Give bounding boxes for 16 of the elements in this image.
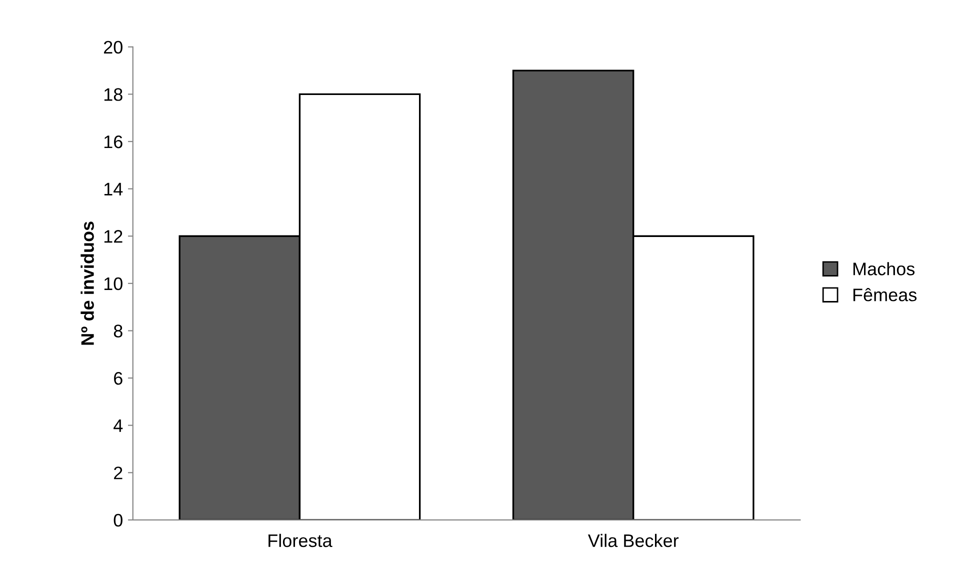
y-tick-label: 20	[104, 40, 122, 54]
y-tick-label: 6	[114, 372, 122, 385]
x-tick-label: Floresta	[268, 534, 332, 548]
x-tick-label: Vila Becker	[588, 534, 679, 548]
y-tick-label: 8	[114, 324, 122, 338]
y-tick-label: 12	[104, 230, 122, 243]
legend-label: Fêmeas	[853, 288, 917, 302]
y-tick-label: 2	[114, 466, 122, 480]
y-tick-label: 16	[104, 135, 122, 148]
legend-label: Machos	[853, 262, 915, 276]
y-tick-label: 4	[114, 419, 123, 432]
y-tick-label: 18	[104, 88, 122, 101]
y-tick-label: 14	[104, 182, 123, 196]
y-tick-label: 0	[114, 514, 122, 527]
y-axis-title: Nº de inviduos	[80, 222, 94, 345]
y-tick-label: 10	[104, 277, 122, 290]
